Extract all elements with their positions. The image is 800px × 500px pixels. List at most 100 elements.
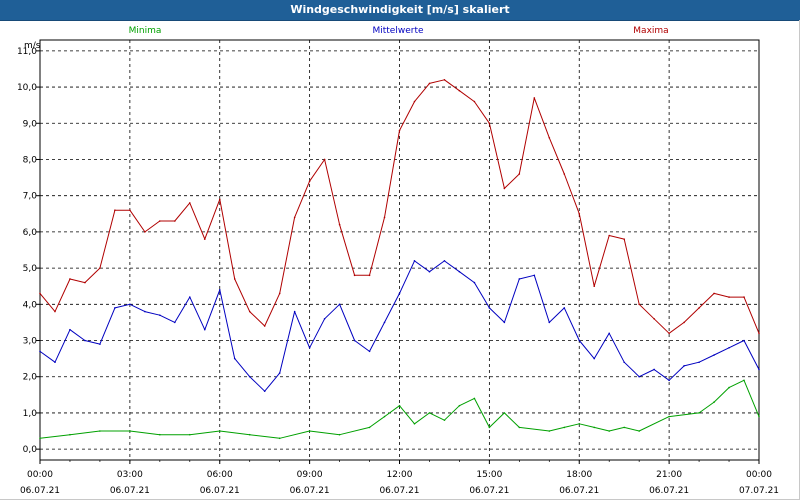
x-tick-time-label: 00:00 (746, 470, 772, 480)
data-point-minima (338, 433, 341, 436)
data-point-maxima (248, 310, 251, 313)
data-point-maxima (293, 216, 296, 219)
data-point-mittelwerte (488, 307, 491, 309)
data-point-mittelwerte (114, 307, 116, 309)
data-point-mittelwerte (218, 289, 221, 291)
data-point-minima (548, 430, 551, 432)
data-point-mittelwerte (443, 260, 446, 262)
data-point-maxima (233, 278, 236, 280)
data-point-minima (593, 426, 596, 429)
y-tick-label: 1,0 (23, 409, 38, 419)
data-point-maxima (728, 296, 730, 298)
data-point-mittelwerte (563, 307, 566, 309)
data-point-minima (69, 433, 71, 436)
data-point-mittelwerte (353, 339, 356, 342)
data-point-mittelwerte (248, 375, 251, 378)
data-point-maxima (548, 136, 551, 139)
data-point-mittelwerte (308, 346, 311, 349)
data-point-maxima (383, 216, 386, 219)
data-point-maxima (159, 220, 161, 222)
y-tick-label: 0,0 (23, 445, 38, 455)
x-tick-time-label: 21:00 (656, 470, 682, 480)
data-point-mittelwerte (278, 372, 281, 374)
data-point-maxima (144, 231, 146, 233)
data-point-maxima (413, 100, 416, 103)
data-point-mittelwerte (683, 365, 685, 367)
data-point-maxima (623, 238, 625, 240)
data-point-maxima (69, 278, 71, 280)
y-tick-label: 10,0 (17, 83, 37, 93)
data-point-minima (428, 412, 431, 414)
data-point-maxima (353, 274, 356, 277)
data-point-mittelwerte (368, 350, 371, 353)
data-point-mittelwerte (578, 339, 581, 342)
data-point-minima (698, 412, 700, 414)
x-tick-date-label: 07.07.21 (739, 486, 779, 496)
x-tick-date-label: 06.07.21 (290, 486, 330, 496)
data-point-mittelwerte (174, 321, 176, 324)
data-point-minima (488, 426, 491, 429)
data-point-maxima (129, 209, 131, 211)
chart-title: Windgeschwindigkeit [m/s] skaliert (290, 3, 510, 16)
data-point-maxima (608, 234, 611, 237)
data-point-maxima (263, 325, 266, 327)
data-point-minima (99, 430, 101, 432)
x-tick-time-label: 09:00 (297, 470, 323, 480)
data-point-minima (458, 404, 461, 407)
data-point-mittelwerte (293, 310, 296, 313)
y-tick-label: 8,0 (23, 155, 38, 165)
data-point-minima (638, 430, 640, 432)
data-point-maxima (563, 173, 566, 175)
data-point-maxima (503, 187, 506, 190)
x-tick-date-label: 06.07.21 (379, 486, 419, 496)
legend-minima: Minima (129, 26, 162, 36)
data-point-maxima (84, 281, 86, 284)
data-point-maxima (683, 321, 685, 324)
data-point-minima (443, 419, 446, 421)
data-point-minima (278, 437, 281, 440)
data-point-maxima (698, 307, 700, 309)
data-point-maxima (218, 198, 221, 201)
y-tick-label: 2,0 (23, 373, 38, 383)
data-point-maxima (488, 122, 491, 125)
data-point-minima (728, 386, 730, 389)
data-point-mittelwerte (758, 368, 760, 371)
data-point-maxima (458, 89, 461, 92)
data-point-minima (623, 426, 625, 429)
y-tick-label: 9,0 (23, 119, 38, 129)
data-point-minima (608, 430, 611, 432)
data-point-minima (383, 415, 386, 418)
data-point-maxima (39, 292, 41, 295)
data-point-minima (578, 422, 581, 425)
y-axis-label: m/s (24, 41, 41, 51)
data-point-maxima (743, 296, 745, 298)
legend-maxima: Maxima (633, 26, 668, 36)
chart-title-bar: Windgeschwindigkeit [m/s] skaliert (0, 0, 800, 21)
data-point-maxima (278, 292, 281, 295)
data-point-minima (248, 433, 251, 436)
data-point-minima (413, 422, 416, 425)
data-point-maxima (473, 100, 476, 103)
x-tick-time-label: 18:00 (566, 470, 592, 480)
y-tick-label: 5,0 (23, 264, 38, 274)
y-tick-label: 4,0 (23, 300, 38, 310)
data-point-minima (518, 426, 521, 429)
data-point-mittelwerte (743, 339, 745, 342)
data-point-mittelwerte (383, 321, 386, 324)
data-point-maxima (398, 129, 401, 132)
data-point-mittelwerte (263, 390, 266, 393)
data-point-mittelwerte (668, 379, 670, 382)
data-point-minima (39, 437, 41, 440)
data-point-maxima (443, 79, 446, 81)
data-point-mittelwerte (84, 339, 86, 342)
data-point-mittelwerte (518, 278, 521, 280)
data-point-maxima (114, 209, 116, 211)
data-point-mittelwerte (473, 281, 476, 284)
x-tick-date-label: 06.07.21 (110, 486, 150, 496)
data-point-mittelwerte (338, 303, 341, 306)
x-tick-time-label: 15:00 (476, 470, 502, 480)
data-point-maxima (54, 310, 56, 313)
data-point-minima (308, 430, 311, 432)
x-tick-date-label: 06.07.21 (559, 486, 599, 496)
